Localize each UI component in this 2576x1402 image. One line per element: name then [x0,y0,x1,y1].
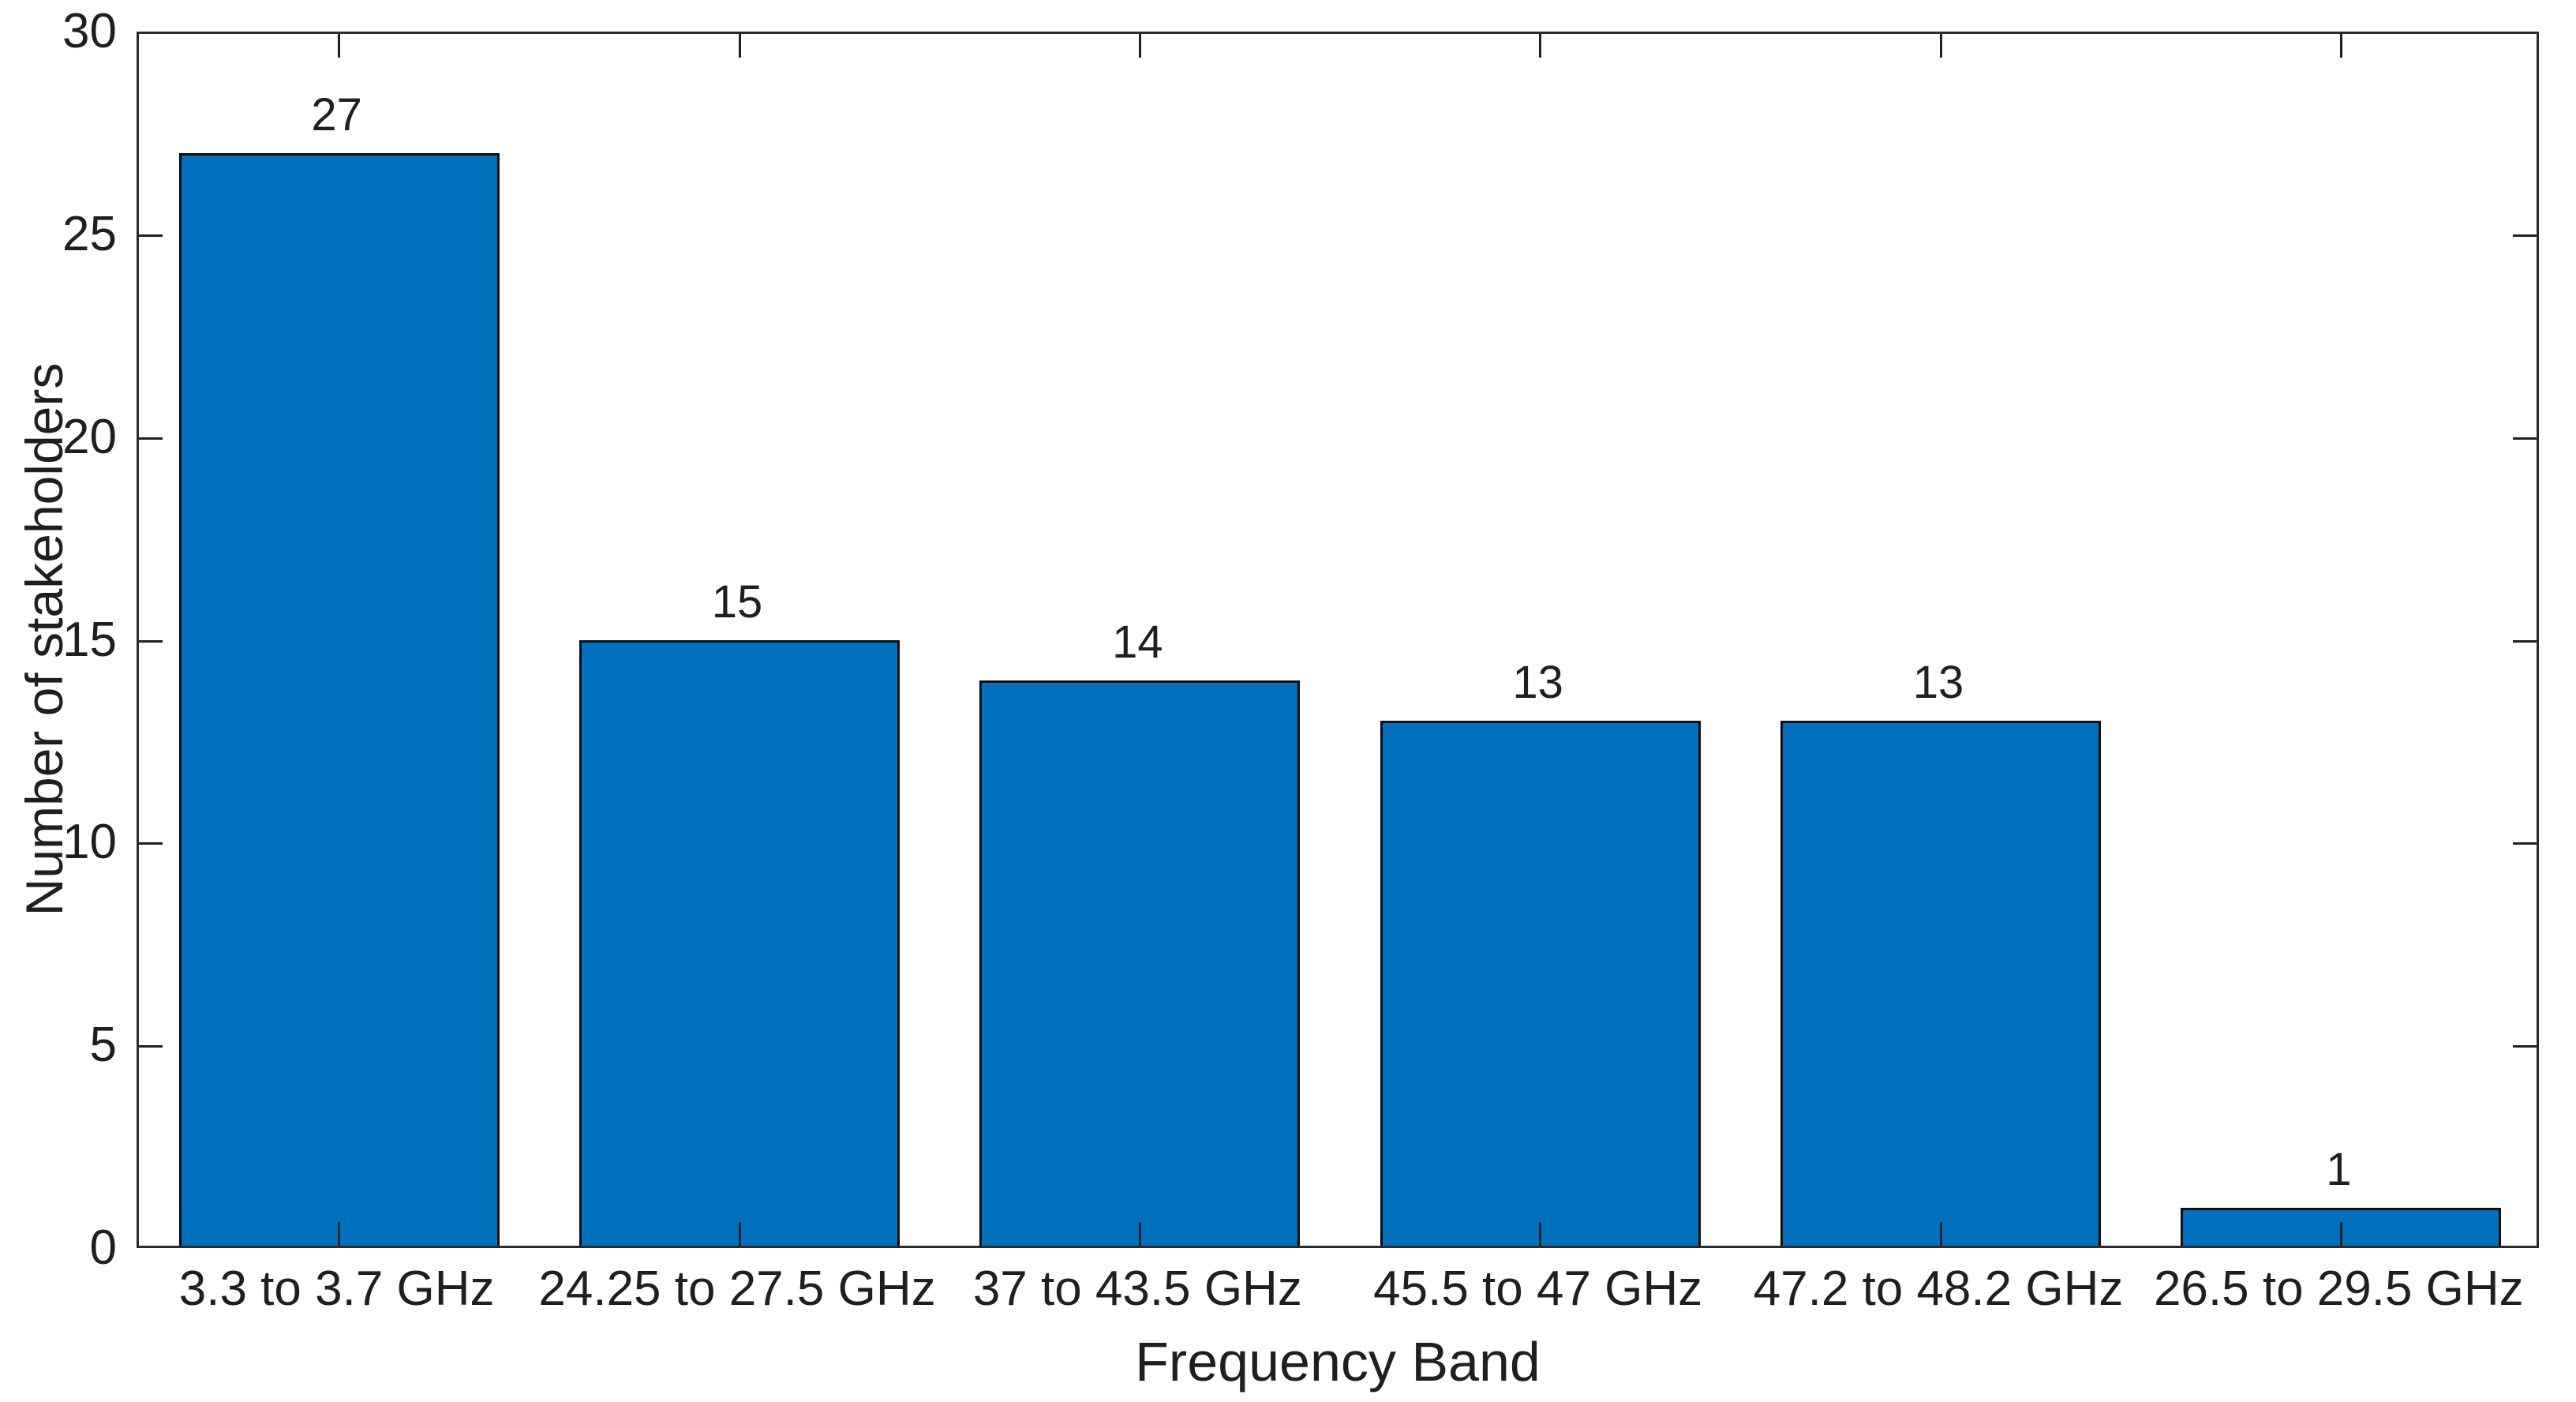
x-tick-mark-bottom [1138,1222,1141,1246]
bar-value-label: 13 [1912,657,1964,709]
x-tick-label: 3.3 to 3.7 GHz [178,1261,495,1316]
x-tick-label: 24.25 to 27.5 GHz [538,1261,936,1316]
y-tick-mark-right [2513,639,2537,643]
bar [1380,721,1701,1246]
bar [579,639,900,1246]
x-tick-mark-top [1539,34,1542,58]
y-tick-mark-left [139,639,163,643]
x-tick-label: 26.5 to 29.5 GHz [2153,1261,2524,1316]
y-tick-label: 20 [62,409,117,464]
bar [178,153,500,1246]
y-tick-mark-right [2513,234,2537,237]
x-tick-mark-top [1138,34,1141,58]
x-tick-mark-bottom [338,1222,341,1246]
bar [1780,721,2101,1246]
y-tick-label: 5 [89,1018,117,1073]
y-tick-mark-left [139,1045,163,1048]
y-tick-mark-left [139,842,163,845]
x-tick-mark-bottom [1539,1222,1542,1246]
y-tick-mark-right [2513,842,2537,845]
y-tick-label: 10 [62,815,117,870]
x-tick-mark-bottom [2339,1222,2342,1246]
bar-value-label: 14 [1112,616,1163,668]
bar-value-label: 27 [311,89,362,141]
y-tick-mark-right [2513,437,2537,440]
x-tick-label: 47.2 to 48.2 GHz [1753,1261,2124,1316]
y-tick-mark-left [139,437,163,440]
bar-value-label: 1 [2326,1143,2352,1195]
bar-value-label: 15 [711,575,763,628]
bar-value-label: 13 [1512,657,1563,709]
x-tick-mark-top [338,34,341,58]
y-tick-label: 0 [89,1220,117,1275]
bar [979,680,1301,1246]
y-tick-mark-left [139,234,163,237]
plot-area [137,32,2539,1248]
x-tick-mark-top [738,34,741,58]
x-axis-label: Frequency Band [1135,1331,1541,1393]
x-tick-mark-top [2339,34,2342,58]
x-tick-mark-bottom [1939,1222,1942,1246]
x-tick-label: 37 to 43.5 GHz [972,1261,1302,1316]
x-tick-mark-top [1939,34,1942,58]
x-tick-mark-bottom [738,1222,741,1246]
y-tick-label: 25 [62,206,117,261]
y-tick-label: 30 [62,4,117,58]
y-tick-mark-right [2513,1045,2537,1048]
x-tick-label: 45.5 to 47 GHz [1373,1261,1703,1316]
y-tick-label: 15 [62,612,117,667]
